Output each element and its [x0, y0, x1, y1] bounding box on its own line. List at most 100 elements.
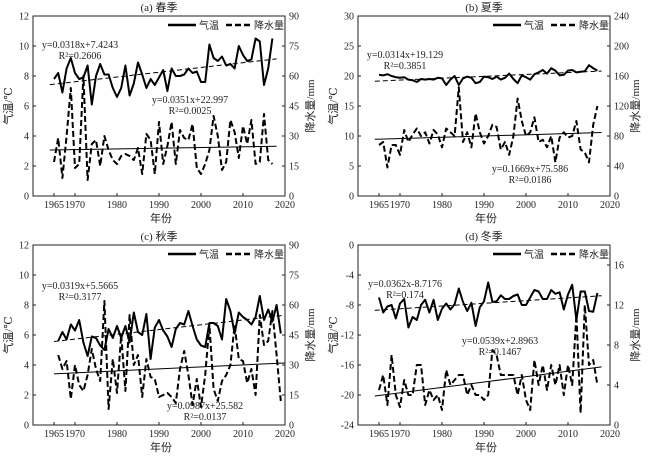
x-tick-label: 1965	[369, 429, 389, 440]
y-tick-label: 2	[24, 391, 29, 402]
legend-precipitation-label: 降水量	[579, 248, 609, 261]
temperature-trend-line	[374, 295, 602, 311]
precipitation-trend-line	[49, 145, 277, 151]
x-tick-label: 1965	[44, 429, 64, 440]
trend-r-squared: R²=0.1467	[479, 347, 522, 358]
y2-tick-label: 75	[289, 271, 299, 282]
trend-equation: y=0.1669x+75.586	[492, 164, 568, 175]
plot-frame	[357, 15, 611, 197]
trend-r-squared: R²=0.3851	[384, 61, 427, 72]
chart-title: (c) 秋季	[141, 229, 178, 243]
trend-r-squared: R²=0.0186	[509, 175, 552, 186]
y2-tick-label: 90	[289, 12, 299, 23]
legend-precipitation-label: 降水量	[254, 19, 284, 32]
y-tick-label: 5	[349, 162, 354, 173]
chart-title: (a) 春季	[141, 1, 178, 14]
y2-tick-label: 45	[289, 102, 299, 113]
y2-tick-label: 60	[289, 72, 299, 83]
temperature-trend-line	[53, 314, 286, 342]
y-tick-label: 30	[344, 12, 354, 23]
y-tick-label: 0	[24, 421, 29, 432]
precipitation-line	[378, 86, 599, 169]
x-tick-label: 2020	[600, 200, 620, 211]
y-tick-label: 10	[344, 132, 354, 143]
y-tick-label: 10	[19, 271, 29, 282]
x-tick-label: 2020	[600, 429, 620, 440]
x-tick-label: 2010	[233, 429, 253, 440]
x-tick-label: 1980	[432, 200, 452, 211]
temperature-trend-line	[374, 70, 602, 82]
x-tick-label: 1990	[474, 200, 494, 211]
trend-equation: y=0.0318x+7.4243	[42, 40, 118, 51]
y-tick-label: 0	[349, 241, 354, 252]
chart-title: (d) 冬季	[465, 229, 503, 243]
trend-r-squared: R²=0.174	[386, 290, 424, 301]
y-tick-label: 25	[344, 42, 354, 53]
y2-axis-label: 降水量/mm	[628, 79, 642, 133]
x-tick-label: 1980	[107, 200, 127, 211]
x-tick-label: 1970	[65, 429, 85, 440]
y2-tick-label: 0	[614, 192, 619, 203]
y-tick-label: 6	[24, 102, 29, 113]
y2-tick-label: 160	[614, 72, 629, 83]
x-axis-label: 年份	[150, 211, 172, 225]
y2-tick-label: 75	[289, 42, 299, 53]
y2-tick-label: 4	[614, 381, 619, 392]
trend-equation: y=0.0319x+5.5665	[42, 281, 118, 292]
x-tick-label: 2010	[558, 200, 578, 211]
x-tick-label: 2000	[191, 200, 211, 211]
y-axis-label: 气温/℃	[326, 87, 340, 124]
precipitation-line	[57, 300, 282, 410]
legend-temperature-label: 气温	[524, 19, 544, 32]
y2-tick-label: 40	[614, 162, 624, 173]
x-tick-label: 2010	[558, 429, 578, 440]
x-tick-label: 1970	[390, 429, 410, 440]
y-tick-label: 0	[24, 192, 29, 203]
y-tick-label: 10	[19, 42, 29, 53]
y-tick-label: 4	[24, 361, 29, 372]
y-tick-label: 4	[24, 132, 29, 143]
y-axis-label: 气温/℃	[1, 316, 15, 353]
y2-tick-label: 15	[289, 162, 299, 173]
legend-precipitation-label: 降水量	[579, 19, 609, 32]
y-tick-label: -8	[346, 301, 354, 312]
y-tick-label: 8	[24, 72, 29, 83]
x-tick-label: 1965	[369, 200, 389, 211]
y2-tick-label: 16	[614, 261, 624, 272]
legend-temperature-label: 气温	[524, 248, 544, 261]
y-tick-label: -12	[341, 331, 354, 342]
y2-tick-label: 45	[289, 331, 299, 342]
x-axis-label: 年份	[475, 211, 497, 225]
y2-tick-label: 0	[289, 192, 294, 203]
precipitation-trend-line	[374, 366, 602, 397]
precipitation-line	[378, 304, 599, 414]
x-tick-label: 2020	[275, 200, 295, 211]
legend-temperature-label: 气温	[199, 19, 219, 32]
x-tick-label: 1980	[432, 429, 452, 440]
trend-equation: y=0.0351x+22.997	[152, 95, 228, 106]
trend-r-squared: R²=0.2606	[59, 51, 102, 62]
temperature-line	[53, 37, 274, 106]
y-tick-label: 0	[349, 192, 354, 203]
x-tick-label: 2000	[516, 429, 536, 440]
y-tick-label: 12	[19, 12, 29, 23]
y2-tick-label: 0	[614, 421, 619, 432]
trend-equation: y=0.0987x+25.582	[167, 401, 243, 412]
trend-equation: y=0.0362x-8.7176	[368, 279, 442, 290]
trend-r-squared: R²=0.0137	[184, 412, 227, 423]
temperature-trend-line	[49, 58, 277, 86]
x-tick-label: 2010	[233, 200, 253, 211]
y2-tick-label: 15	[289, 391, 299, 402]
x-tick-label: 1965	[44, 200, 64, 211]
y-tick-label: 8	[24, 301, 29, 312]
trend-equation: y=0.0314x+19.129	[367, 50, 443, 61]
y-tick-label: 2	[24, 162, 29, 173]
x-tick-label: 1970	[65, 200, 85, 211]
trend-r-squared: R²=0.3177	[59, 292, 102, 303]
y-tick-label: 12	[19, 241, 29, 252]
y-tick-label: 20	[344, 72, 354, 83]
